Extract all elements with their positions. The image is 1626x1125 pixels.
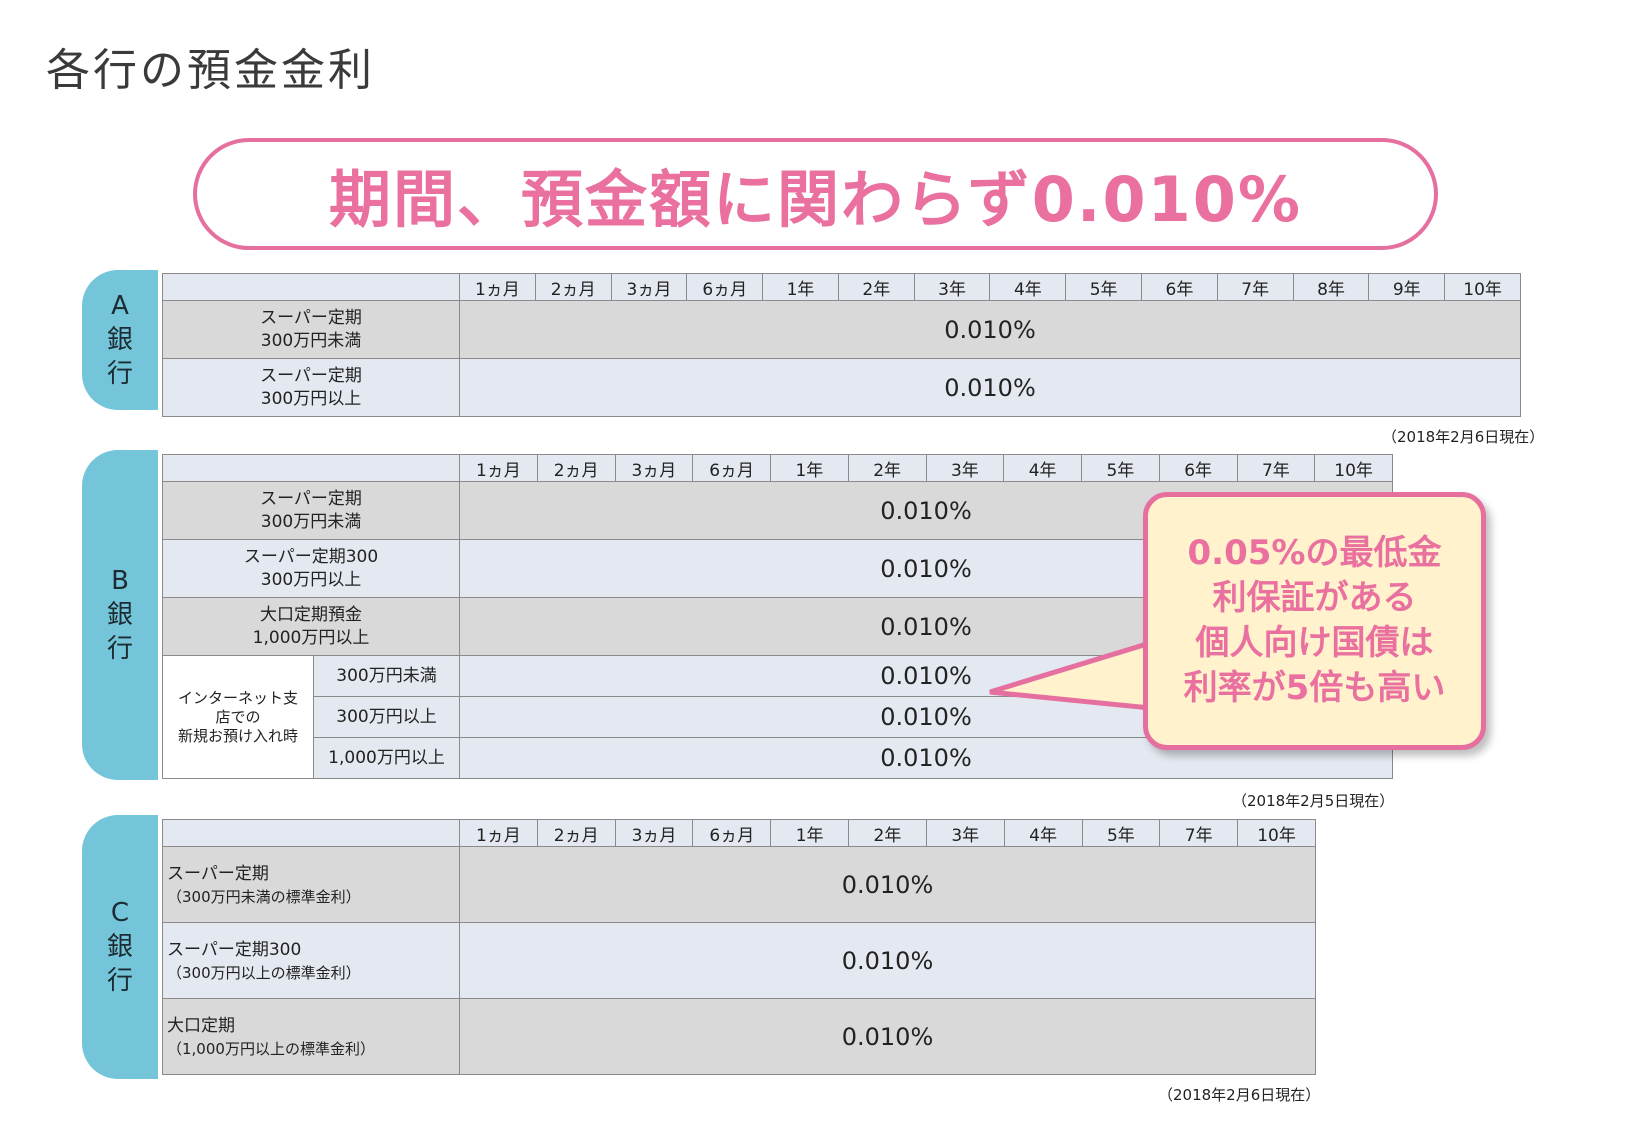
bank-c-label: C 銀 行 (106, 898, 133, 996)
period-header: 6ヵ月 (692, 454, 771, 482)
period-header: 2年 (847, 454, 927, 482)
internet-branch-group-label: インターネット支 店での 新規お預け入れ時 (162, 655, 314, 779)
table-row: 大口定期 （1,000万円以上の標準金利） 0.010% (162, 998, 1316, 1075)
table-row: スーパー定期300 300万円以上 0.010% (162, 539, 1393, 598)
product-note: （300万円以上の標準金利） (167, 963, 361, 982)
as-of-date: （2018年2月6日現在） (1382, 428, 1545, 446)
table-corner (162, 454, 460, 482)
bank-c-rate-table: 1ヵ月 2ヵ月 3ヵ月 6ヵ月 1年 2年 3年 4年 5年 7年 10年 スー… (162, 819, 1316, 1075)
period-header: 7年 (1159, 819, 1239, 847)
period-header: 6年 (1158, 454, 1238, 482)
product-name: スーパー定期 300万円以上 (162, 358, 460, 417)
callout-text: 0.05%の最低金 利保証がある 個人向け国債は 利率が5倍も高い (1183, 533, 1446, 708)
product-name: スーパー定期300 300万円以上 (162, 539, 460, 598)
period-header: 2ヵ月 (534, 273, 612, 301)
period-header: 1ヵ月 (459, 454, 538, 482)
period-header: 10年 (1314, 454, 1393, 482)
product-cell: 大口定期 （1,000万円以上の標準金利） (162, 998, 460, 1075)
bank-a-label: A 銀 行 (106, 291, 133, 389)
period-header: 3ヵ月 (614, 454, 694, 482)
period-header: 6ヵ月 (692, 819, 772, 847)
rate-value: 0.010% (459, 998, 1316, 1075)
bank-b-tab: B 銀 行 (82, 450, 158, 780)
bank-c-tab: C 銀 行 (82, 815, 158, 1079)
period-header: 1年 (770, 819, 850, 847)
product-name: スーパー定期300 (167, 939, 302, 960)
product-name: スーパー定期 300万円未満 (162, 300, 460, 359)
period-header: 4年 (1003, 454, 1082, 482)
period-header: 3年 (925, 454, 1005, 482)
bank-a-rate-table: 1ヵ月 2ヵ月 3ヵ月 6ヵ月 1年 2年 3年 4年 5年 6年 7年 8年 … (162, 273, 1521, 417)
page-title: 各行の預金金利 (46, 45, 375, 96)
period-header: 5年 (1081, 454, 1160, 482)
period-header: 2年 (837, 273, 915, 301)
product-name: 1,000万円以上 (313, 737, 460, 779)
period-header: 10年 (1444, 273, 1521, 301)
period-header: 7年 (1216, 273, 1294, 301)
product-name: 大口定期 (167, 1015, 235, 1036)
headline-banner: 期間、預金額に関わらず0.010% (193, 138, 1438, 250)
product-note: （1,000万円以上の標準金利） (167, 1039, 375, 1058)
period-header: 5年 (1065, 273, 1143, 301)
table-corner (162, 819, 460, 847)
period-header: 1ヵ月 (459, 273, 536, 301)
bank-c-header-row: 1ヵ月 2ヵ月 3ヵ月 6ヵ月 1年 2年 3年 4年 5年 7年 10年 (162, 819, 1316, 847)
product-cell: スーパー定期300 （300万円以上の標準金利） (162, 922, 460, 999)
period-header: 2ヵ月 (536, 819, 616, 847)
period-header: 10年 (1237, 819, 1316, 847)
period-header: 1年 (762, 273, 839, 301)
period-header: 1ヵ月 (459, 819, 538, 847)
jgb-callout: 0.05%の最低金 利保証がある 個人向け国債は 利率が5倍も高い (1143, 492, 1486, 750)
period-header: 3年 (913, 273, 991, 301)
period-header: 2年 (848, 819, 927, 847)
product-name: スーパー定期 (167, 863, 269, 884)
period-header: 4年 (989, 273, 1067, 301)
period-header: 8年 (1292, 273, 1370, 301)
table-row: スーパー定期 （300万円未満の標準金利） 0.010% (162, 846, 1316, 923)
table-row: スーパー定期300 （300万円以上の標準金利） 0.010% (162, 922, 1316, 999)
period-header: 4年 (1003, 819, 1083, 847)
rate-value: 0.010% (459, 358, 1521, 417)
product-cell: スーパー定期 （300万円未満の標準金利） (162, 846, 460, 923)
product-name: 300万円未満 (313, 655, 460, 697)
as-of-date: （2018年2月5日現在） (1232, 792, 1395, 810)
rate-value: 0.010% (459, 922, 1316, 999)
period-header: 5年 (1081, 819, 1161, 847)
bank-a-tab: A 銀 行 (82, 270, 158, 410)
table-corner (162, 273, 460, 301)
product-name: 大口定期預金 1,000万円以上 (162, 597, 460, 656)
period-header: 2ヵ月 (536, 454, 616, 482)
period-header: 6年 (1141, 273, 1218, 301)
product-note: （300万円未満の標準金利） (167, 887, 361, 906)
period-header: 6ヵ月 (686, 273, 764, 301)
period-header: 9年 (1368, 273, 1446, 301)
period-header: 3ヵ月 (610, 273, 688, 301)
table-row: スーパー定期 300万円以上 0.010% (162, 358, 1521, 417)
bank-b-header-row: 1ヵ月 2ヵ月 3ヵ月 6ヵ月 1年 2年 3年 4年 5年 6年 7年 10年 (162, 454, 1393, 482)
bank-a-header-row: 1ヵ月 2ヵ月 3ヵ月 6ヵ月 1年 2年 3年 4年 5年 6年 7年 8年 … (162, 273, 1521, 301)
period-header: 7年 (1236, 454, 1316, 482)
as-of-date: （2018年2月6日現在） (1158, 1086, 1321, 1104)
bank-b-label: B 銀 行 (106, 566, 133, 664)
table-row: スーパー定期 300万円未満 0.010% (162, 300, 1521, 359)
product-name: スーパー定期 300万円未満 (162, 481, 460, 540)
product-name: 300万円以上 (313, 696, 460, 738)
period-header: 1年 (770, 454, 849, 482)
rate-value: 0.010% (459, 846, 1316, 923)
period-header: 3年 (925, 819, 1005, 847)
period-header: 3ヵ月 (614, 819, 694, 847)
rate-value: 0.010% (459, 300, 1521, 359)
